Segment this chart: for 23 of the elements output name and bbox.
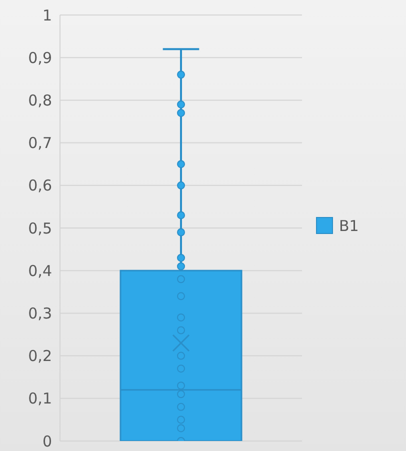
point [177, 70, 185, 79]
y-tick-label: 0,1 [28, 390, 52, 408]
y-tick-label: 0,8 [28, 92, 52, 110]
y-tick-label: 0,5 [28, 219, 52, 238]
y-tick-label: 1 [42, 6, 52, 24]
point [177, 313, 185, 322]
point [177, 100, 185, 108]
point [177, 254, 185, 262]
point [177, 228, 185, 236]
y-tick-label: 0,7 [28, 134, 52, 152]
legend-label: B1 [339, 216, 359, 234]
point [177, 326, 185, 334]
point [177, 108, 185, 117]
point [177, 262, 185, 270]
point [177, 160, 185, 168]
y-tick-label: 0,6 [28, 176, 52, 195]
point [177, 181, 185, 190]
point [177, 211, 185, 220]
y-tick-label: 0,3 [28, 304, 52, 323]
y-tick-label: 0,2 [28, 347, 52, 366]
y-tick-label: 0,4 [28, 262, 52, 280]
y-tick-label: 0,9 [28, 48, 52, 67]
y-tick-label: 0 [42, 432, 52, 450]
